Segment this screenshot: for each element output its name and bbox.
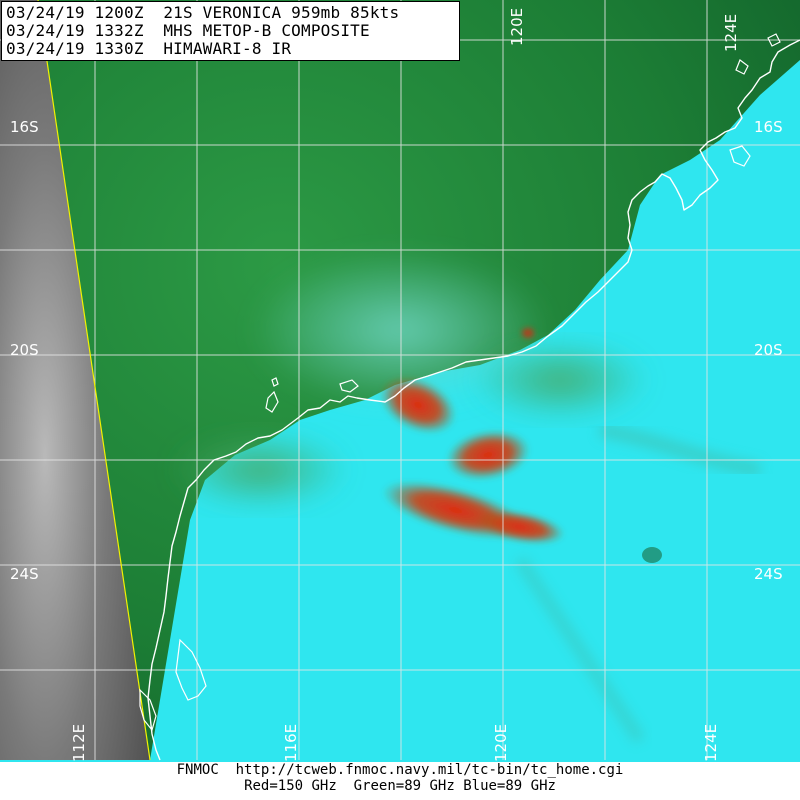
coastline: [729, 145, 751, 167]
swath-edge-line: [37, 0, 151, 761]
coastline: [735, 59, 749, 75]
ir-gray-region: [0, 0, 150, 760]
ocean-streak: [598, 423, 762, 477]
lon-label-112e-bottom: 112E: [70, 723, 88, 762]
header-line-sensor: 03/24/19 1332Z MHS METOP-B COMPOSITE: [6, 21, 370, 40]
lat-label-24s-left: 24S: [10, 565, 39, 583]
lon-label-120e-bottom: 120E: [492, 723, 510, 762]
coastline: [271, 377, 279, 387]
convection-core: [475, 510, 565, 544]
coastline: [175, 638, 207, 701]
ocean-streak: [515, 556, 645, 744]
lat-lon-grid: [0, 0, 800, 760]
header-line-ir: 03/24/19 1330Z HIMAWARI-8 IR: [6, 39, 292, 58]
green-haze-south: [170, 430, 350, 510]
header-line-storm: 03/24/19 1200Z 21S VERONICA 959mb 85kts: [6, 3, 400, 22]
convection-core: [380, 376, 456, 434]
lat-label-20s-right: 20S: [754, 341, 783, 359]
lat-label-20s-left: 20S: [10, 341, 39, 359]
lon-label-124e-top: 124E: [722, 13, 740, 52]
convection-core: [446, 430, 530, 480]
coastline: [265, 390, 279, 413]
convection-cores: [380, 328, 565, 544]
lon-label-120e-top: 120E: [508, 7, 526, 46]
lon-label-116e-bottom: 116E: [282, 723, 300, 762]
convection-core: [522, 328, 534, 338]
lat-label-16s-left: 16S: [10, 118, 39, 136]
coastline: [767, 33, 781, 47]
lon-label-124e-bottom: 124E: [702, 723, 720, 762]
coastline: [147, 39, 800, 761]
footer-credits: FNMOC http://tcweb.fnmoc.navy.mil/tc-bin…: [0, 762, 800, 800]
ocean-blob: [642, 547, 662, 563]
footer-source-line: FNMOC http://tcweb.fnmoc.navy.mil/tc-bin…: [176, 762, 624, 778]
header-info-box: 03/24/19 1200Z 21S VERONICA 959mb 85kts …: [1, 1, 460, 61]
coastline: [139, 688, 157, 732]
lat-label-16s-right: 16S: [754, 118, 783, 136]
green-haze-east: [470, 340, 650, 420]
coastline: [339, 379, 359, 393]
footer-channels-line: Red=150 GHz Green=89 GHz Blue=89 GHz: [244, 778, 556, 794]
lat-label-24s-right: 24S: [754, 565, 783, 583]
